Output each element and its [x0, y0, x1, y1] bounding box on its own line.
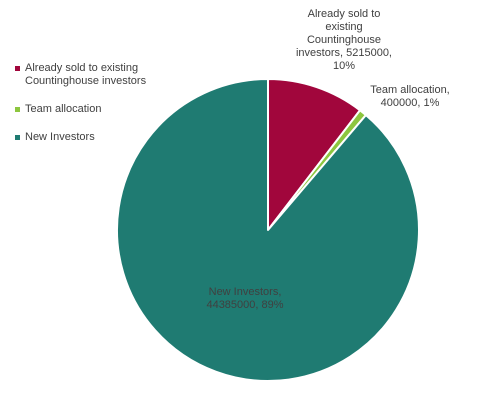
legend-swatch-already-sold	[15, 66, 20, 71]
legend-swatch-team-allocation	[15, 107, 20, 112]
legend-item-new-investors: New Investors	[14, 131, 204, 144]
data-label-team-allocation: Team allocation, 400000, 1%	[370, 84, 450, 109]
legend: Already sold to existing Countinghouse i…	[14, 62, 204, 159]
legend-label-team-allocation: Team allocation	[25, 103, 102, 115]
legend-swatch-new-investors	[15, 135, 20, 140]
pie-slice-already-sold	[267, 78, 362, 231]
pie-slices	[116, 78, 420, 382]
legend-label-new-investors: New Investors	[25, 131, 95, 143]
legend-item-already-sold: Already sold to existing Countinghouse i…	[14, 62, 204, 88]
data-label-already-sold: Already sold to existing Countinghouse i…	[295, 8, 392, 72]
legend-label-already-sold: Already sold to existing Countinghouse i…	[25, 62, 147, 87]
pie-slice-new-investors	[116, 78, 420, 382]
data-label-new-investors: New Investors, 44385000, 89%	[206, 286, 284, 311]
legend-item-team-allocation: Team allocation	[14, 103, 204, 116]
